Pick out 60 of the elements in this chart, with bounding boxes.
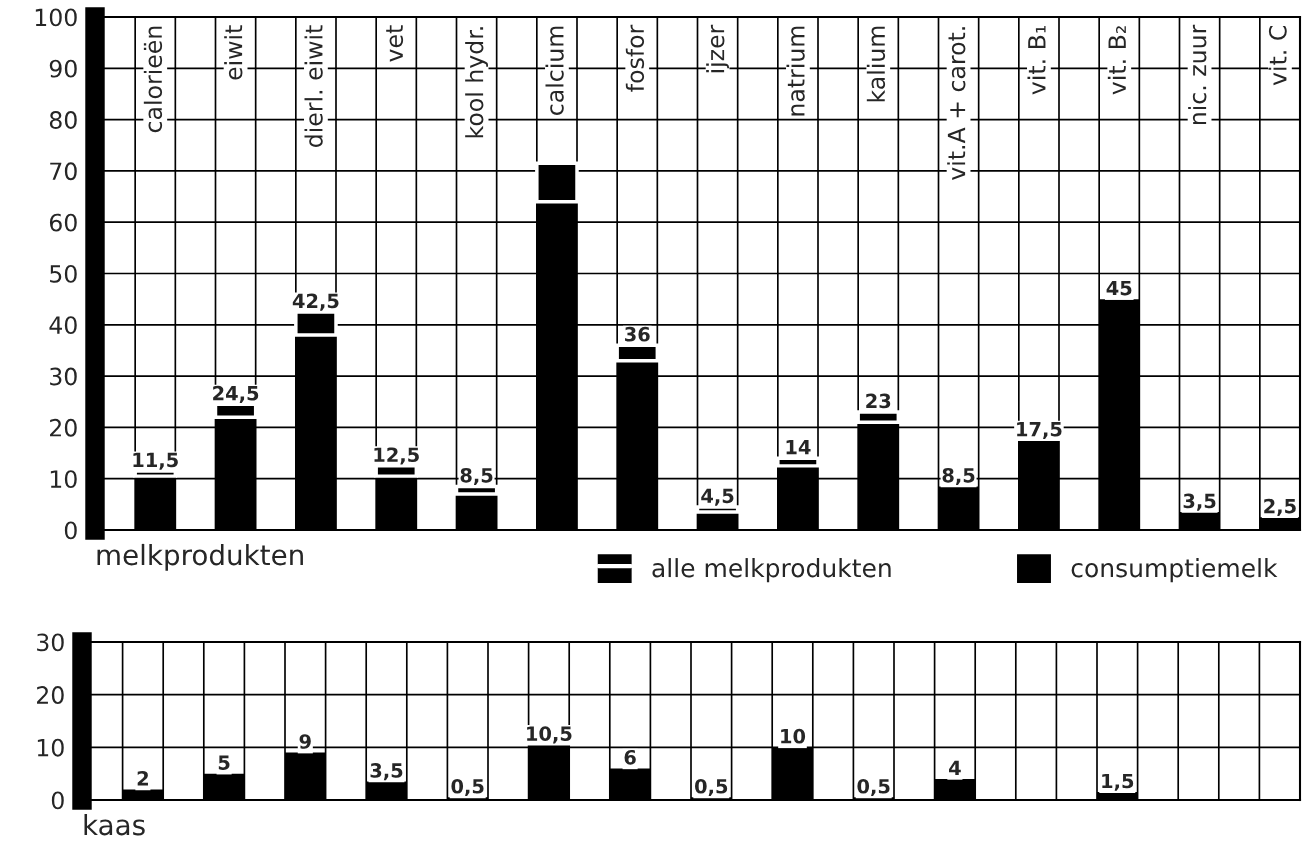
x-tick-label: vit. C [1268,25,1287,86]
total-label: 12,5 [374,447,419,465]
legend-label: consumptiemelk [1071,558,1278,583]
data-label: 1,5 [1102,773,1134,791]
y-tick-label: 100 [35,8,77,27]
y-tick-label: 20 [37,686,64,704]
x-tick-label: eiwit [224,25,243,80]
data-label: 0,5 [695,778,728,797]
total-label: 4,5 [701,488,734,506]
y-tick-label: 0 [64,521,77,540]
x-tick-label: kool hydr. [465,27,489,138]
x-tick-label: natrium [786,26,805,116]
data-label: 9 [299,734,311,749]
x-tick-label: dierl. eiwit [304,25,323,147]
x-tick-label: fosfor [625,24,645,92]
total-label: 8,5 [460,467,493,486]
data-label: 3,5 [370,763,403,781]
data-label: 2 [137,770,148,786]
total-label: 2,5 [1264,498,1296,516]
x-tick-label: ijzer [706,24,730,73]
x-tick-label: kalium [866,26,886,102]
total-label: 24,5 [213,385,259,404]
x-tick-label: calcium [545,26,564,115]
y-tick-label: 30 [37,633,64,652]
total-label: 23 [866,393,891,409]
y-tick-label: 80 [49,111,77,129]
y-tick-label: 60 [49,213,77,232]
y-tick-label: 70 [50,162,77,181]
x-tick-label: vit.A + carot. [947,27,966,181]
total-label: 3,5 [1183,493,1216,511]
x-tick-label: nic. zuur [1188,24,1207,125]
data-label: 6 [624,749,636,765]
x-tick-label: calorieën [143,26,163,133]
total-label: 36 [625,326,650,342]
y-tick-label: 90 [49,59,77,78]
y-tick-label: 40 [49,316,77,335]
x-tick-label: vit. B₁ [1027,25,1046,95]
total-label: 11,5 [133,452,178,470]
x-axis-title: kaas [84,813,145,836]
data-label: 4 [949,760,961,775]
total-label: 45 [1106,280,1132,296]
x-tick-label: vet [386,25,404,62]
data-label: 10 [781,728,806,744]
y-tick-label: 50 [50,264,77,283]
total-label: 17,5 [1017,422,1062,439]
x-tick-label: vit. B₂ [1107,26,1126,95]
total-label: 8,5 [942,467,975,486]
y-tick-label: 20 [50,418,77,437]
data-label: 10,5 [527,726,572,744]
legend-label: alle melkprodukten [652,558,891,583]
y-tick-label: 10 [37,738,64,757]
total-label: 42,5 [292,293,339,311]
y-tick-label: 10 [50,470,77,489]
x-axis-title: melkprodukten [97,543,303,571]
data-label: 0,5 [451,778,484,797]
data-label: 0,5 [857,778,890,797]
y-tick-label: 30 [50,367,77,386]
data-label: 5 [218,755,230,770]
total-label: 14 [786,439,811,455]
y-tick-label: 0 [51,791,64,810]
